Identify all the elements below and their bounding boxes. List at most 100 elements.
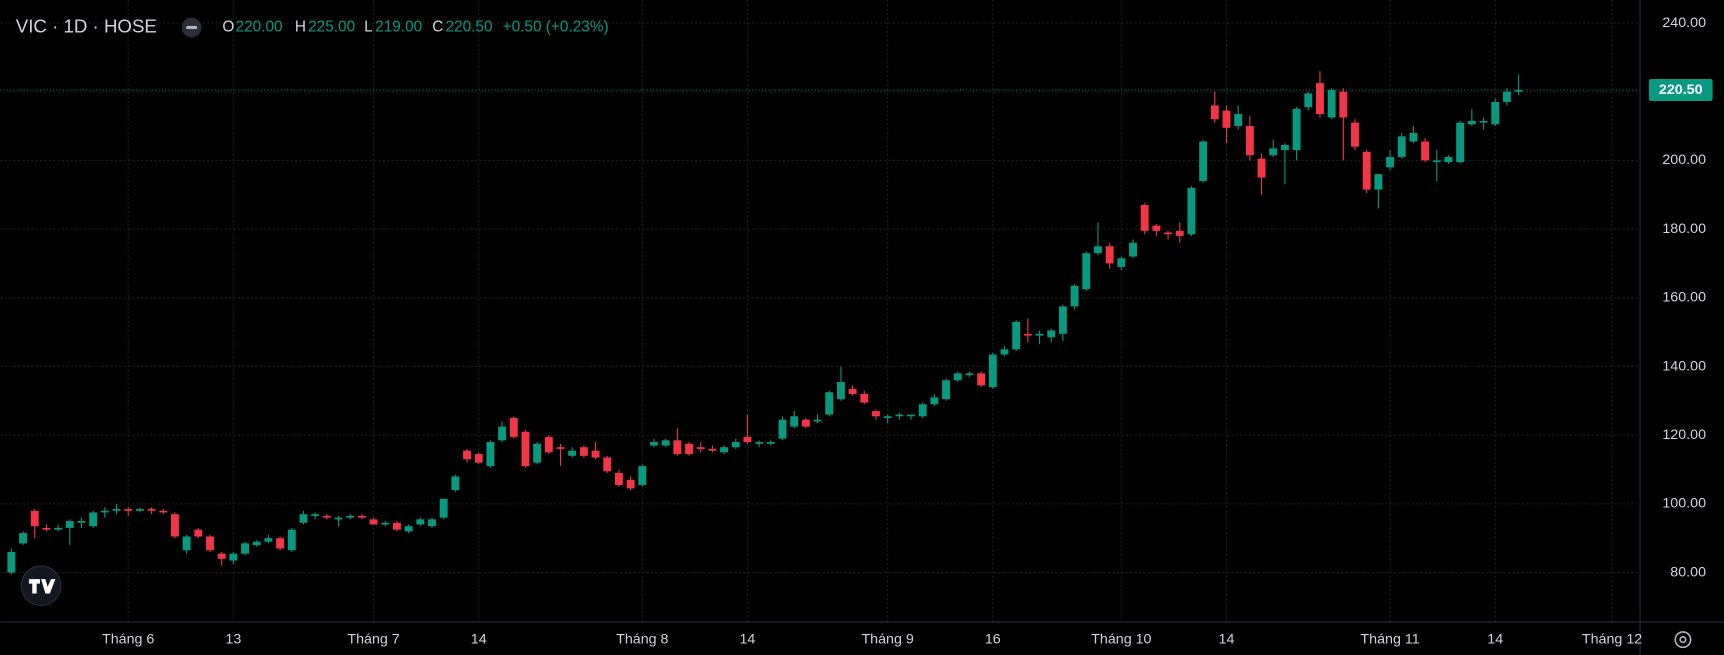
candle-body bbox=[1070, 285, 1079, 307]
candle-body bbox=[241, 543, 250, 554]
y-tick-label: 140.00 bbox=[1662, 358, 1706, 374]
settings-icon[interactable] bbox=[1674, 631, 1692, 649]
candle-body bbox=[124, 509, 133, 511]
high-value: 225.00 bbox=[308, 19, 355, 36]
candle-body bbox=[813, 419, 822, 422]
candle-body bbox=[1327, 89, 1336, 118]
tv-logo[interactable] bbox=[20, 565, 62, 607]
candle-body bbox=[357, 515, 366, 518]
candle-body bbox=[1257, 158, 1266, 178]
y-tick-label: 100.00 bbox=[1662, 496, 1706, 512]
candle-body bbox=[1164, 232, 1173, 235]
candle-body bbox=[1386, 156, 1395, 168]
candle-body bbox=[1479, 120, 1488, 123]
candle-body bbox=[848, 388, 857, 394]
candle-body bbox=[100, 510, 109, 513]
candle-body bbox=[428, 519, 436, 527]
candle-body bbox=[872, 411, 880, 417]
candle-body bbox=[731, 442, 740, 448]
candle-body bbox=[988, 354, 997, 388]
candle-body bbox=[1012, 321, 1021, 350]
candle-body bbox=[206, 536, 214, 551]
candle-body bbox=[322, 515, 331, 518]
candle-body bbox=[182, 536, 191, 551]
candle-body bbox=[334, 517, 343, 520]
candle-body bbox=[1023, 333, 1032, 336]
x-tick-label: 14 bbox=[1487, 631, 1503, 647]
candle-body bbox=[264, 538, 273, 542]
gear[interactable] bbox=[1674, 631, 1692, 649]
candle-body bbox=[953, 373, 962, 381]
x-tick-label: 13 bbox=[225, 631, 241, 647]
candle-body bbox=[661, 440, 670, 446]
candle-body bbox=[287, 529, 296, 551]
y-tick-label: 120.00 bbox=[1662, 427, 1706, 443]
candle-body bbox=[836, 381, 845, 400]
x-tick-label: 16 bbox=[985, 631, 1001, 647]
candle-body bbox=[942, 380, 951, 400]
candle-body bbox=[1047, 330, 1056, 338]
candle-body bbox=[673, 440, 682, 455]
open-value: 220.00 bbox=[236, 19, 283, 36]
candle-body bbox=[1397, 136, 1406, 157]
candle-body bbox=[381, 522, 390, 525]
candle-body bbox=[1035, 333, 1044, 336]
candle-body bbox=[112, 509, 121, 511]
gear-center bbox=[1679, 636, 1687, 644]
candle-body bbox=[696, 447, 705, 449]
logo-circle[interactable] bbox=[20, 565, 62, 607]
open-label: O bbox=[222, 19, 234, 36]
candle-body bbox=[1491, 102, 1500, 125]
candle-body bbox=[77, 521, 86, 523]
candle-body bbox=[299, 514, 308, 523]
candle-body bbox=[1304, 93, 1313, 108]
candle-body bbox=[135, 509, 144, 511]
candle-body bbox=[1374, 174, 1383, 190]
low-value: 219.00 bbox=[375, 19, 422, 36]
x-tick-label: 14 bbox=[740, 631, 756, 647]
candle-body bbox=[895, 414, 904, 417]
high-label: H bbox=[295, 19, 306, 36]
candle-body bbox=[801, 419, 810, 427]
candle-body bbox=[521, 431, 530, 467]
x-tick-label: Tháng 10 bbox=[1091, 631, 1151, 647]
candle-body bbox=[1339, 91, 1348, 118]
candle-body bbox=[1514, 89, 1523, 92]
grid bbox=[0, 0, 1641, 623]
candle-body bbox=[1000, 349, 1009, 355]
candle-body bbox=[568, 450, 577, 456]
candle-body bbox=[614, 472, 623, 485]
candle-body bbox=[159, 510, 168, 513]
candle-body bbox=[1292, 108, 1301, 151]
candle-body bbox=[1187, 187, 1196, 235]
candle-body bbox=[1421, 141, 1430, 161]
candle-body bbox=[708, 448, 717, 451]
candle-body bbox=[544, 436, 553, 453]
x-tick-label: Tháng 11 bbox=[1360, 631, 1419, 647]
candle-body bbox=[860, 393, 869, 403]
candle-body bbox=[463, 450, 471, 460]
candle-body bbox=[638, 466, 647, 485]
candle-body bbox=[883, 416, 892, 419]
candle-body bbox=[778, 419, 787, 439]
x-tick-label: Tháng 6 bbox=[102, 631, 154, 647]
candle-body bbox=[1315, 83, 1324, 115]
x-tick-label: Tháng 7 bbox=[347, 631, 399, 647]
low-label: L bbox=[364, 19, 373, 36]
candle-body bbox=[1467, 120, 1476, 125]
candle-body bbox=[766, 442, 775, 444]
candle-body bbox=[217, 553, 226, 559]
candle-body bbox=[147, 509, 156, 511]
candle-body bbox=[1351, 122, 1359, 147]
close-label: C bbox=[432, 19, 443, 36]
candle-body bbox=[1245, 126, 1254, 156]
candle-body bbox=[1082, 253, 1091, 290]
candle-body bbox=[252, 541, 261, 546]
y-tick-label: 160.00 bbox=[1662, 290, 1706, 306]
candle-body bbox=[89, 512, 98, 527]
candle-body bbox=[276, 538, 285, 549]
candle-body bbox=[170, 514, 179, 537]
